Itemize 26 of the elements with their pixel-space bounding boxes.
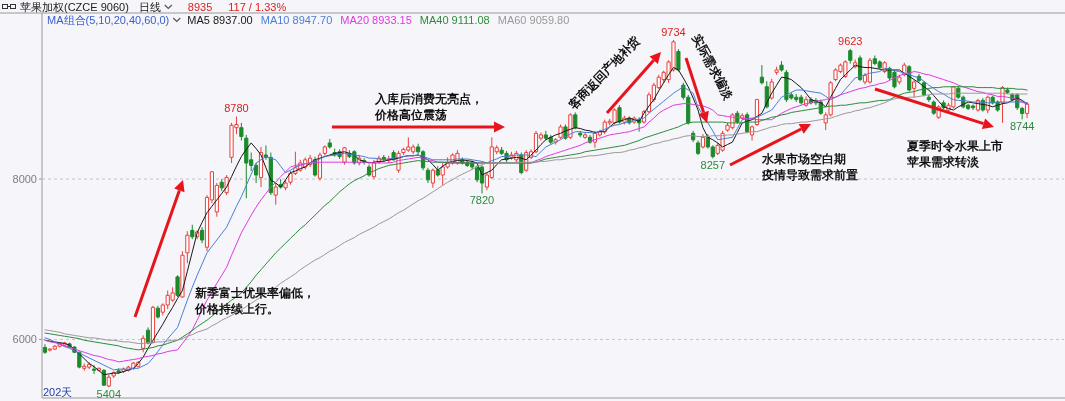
annotation: 117 / 1.33% bbox=[228, 1, 287, 13]
annotation: 客商返回产地补货 bbox=[565, 32, 644, 113]
chart-title: 苹果加权(CZCE 9060) bbox=[20, 1, 129, 13]
annotation: 8744 bbox=[1009, 120, 1035, 133]
annotation: 8257 bbox=[700, 159, 726, 172]
annotation: 9623 bbox=[838, 34, 863, 47]
text: MA5 8937.00 bbox=[187, 14, 253, 26]
annotation: 7820 bbox=[469, 194, 495, 207]
annotation: 日线 bbox=[138, 1, 161, 13]
text: MA20 8933.15 bbox=[340, 14, 412, 26]
y-tick-label: 6000 bbox=[12, 333, 37, 346]
y-tick-label: 8000 bbox=[12, 173, 37, 186]
annotation: 202天 bbox=[43, 386, 73, 398]
annotation: 夏季时令水果上市苹果需求转淡 bbox=[906, 139, 1003, 169]
annotation: 8780 bbox=[224, 102, 249, 115]
annotation: 9734 bbox=[661, 25, 686, 38]
text: MA60 9059.80 bbox=[497, 14, 570, 26]
text: MA10 8947.70 bbox=[260, 14, 333, 26]
annotation: 5404 bbox=[96, 388, 122, 401]
annotation: 新季富士优果率偏低，价格持续上行。 bbox=[194, 286, 315, 316]
annotation: 入库后消费无亮点，价格高位震荡 bbox=[374, 92, 483, 122]
text: MA40 9111.08 bbox=[419, 14, 490, 26]
annotation: 实际需求偏淡 bbox=[689, 31, 736, 103]
annotation: 8935 bbox=[187, 1, 213, 13]
annotation: 水果市场空白期疫情导致需求前置 bbox=[761, 152, 858, 182]
legend-title: MA组合(5,10,20,40,60,0) bbox=[47, 14, 170, 26]
